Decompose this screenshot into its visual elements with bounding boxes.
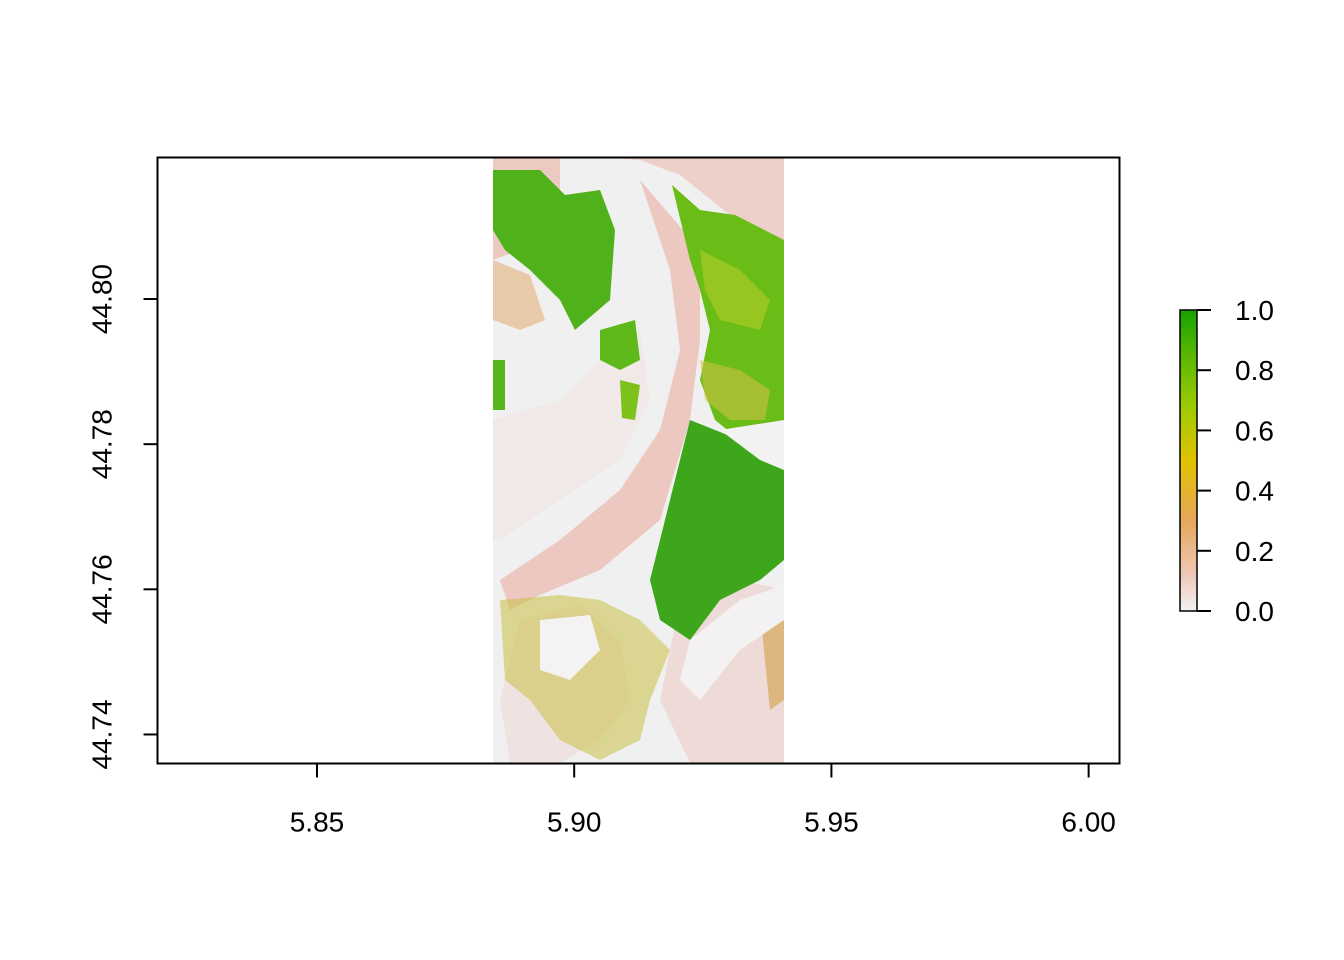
y-tick-label: 44.78 xyxy=(87,409,118,479)
raster-zone-pink-4 xyxy=(493,330,650,540)
raster-zone-pink-3 xyxy=(500,180,700,610)
color-legend: 0.0 0.2 0.4 0.6 0.8 1.0 xyxy=(1179,295,1274,627)
raster-zone-green-3 xyxy=(650,420,784,640)
raster-zone-pink-2 xyxy=(600,157,784,240)
x-tick-label: 5.90 xyxy=(547,807,602,838)
raster-zone-transition-5 xyxy=(700,360,770,420)
y-tick-label: 44.80 xyxy=(87,264,118,334)
raster-layer xyxy=(493,157,784,763)
legend-tick-label: 0.8 xyxy=(1235,355,1274,386)
x-tick-label: 5.85 xyxy=(290,807,345,838)
x-tick-label: 5.95 xyxy=(804,807,859,838)
raster-zone-light-1 xyxy=(720,420,784,470)
legend-tick-label: 0.6 xyxy=(1235,415,1274,446)
y-axis: 44.74 44.76 44.78 44.80 xyxy=(87,264,159,770)
raster-zone-green-1 xyxy=(493,170,615,330)
legend-tick-label: 1.0 xyxy=(1235,295,1274,326)
x-tick-label: 6.00 xyxy=(1061,807,1116,838)
raster-zone-light-2 xyxy=(680,585,784,700)
raster-zone-green-4 xyxy=(600,320,640,370)
x-axis: 5.85 5.90 5.95 6.00 xyxy=(290,762,1116,838)
legend-tick-label: 0.4 xyxy=(1235,476,1274,507)
raster-zone-green-6 xyxy=(493,360,505,410)
legend-tick-label: 0.2 xyxy=(1235,536,1274,567)
raster-zone-light-3 xyxy=(540,615,600,680)
legend-color-bar xyxy=(1179,309,1198,612)
raster-zone-green-5 xyxy=(620,380,640,420)
raster-zone-transition-4 xyxy=(700,250,770,330)
raster-zone-transition-3 xyxy=(493,260,545,330)
y-tick-label: 44.74 xyxy=(87,699,118,769)
legend-tick-label: 0.0 xyxy=(1235,596,1274,627)
y-tick-label: 44.76 xyxy=(87,554,118,624)
